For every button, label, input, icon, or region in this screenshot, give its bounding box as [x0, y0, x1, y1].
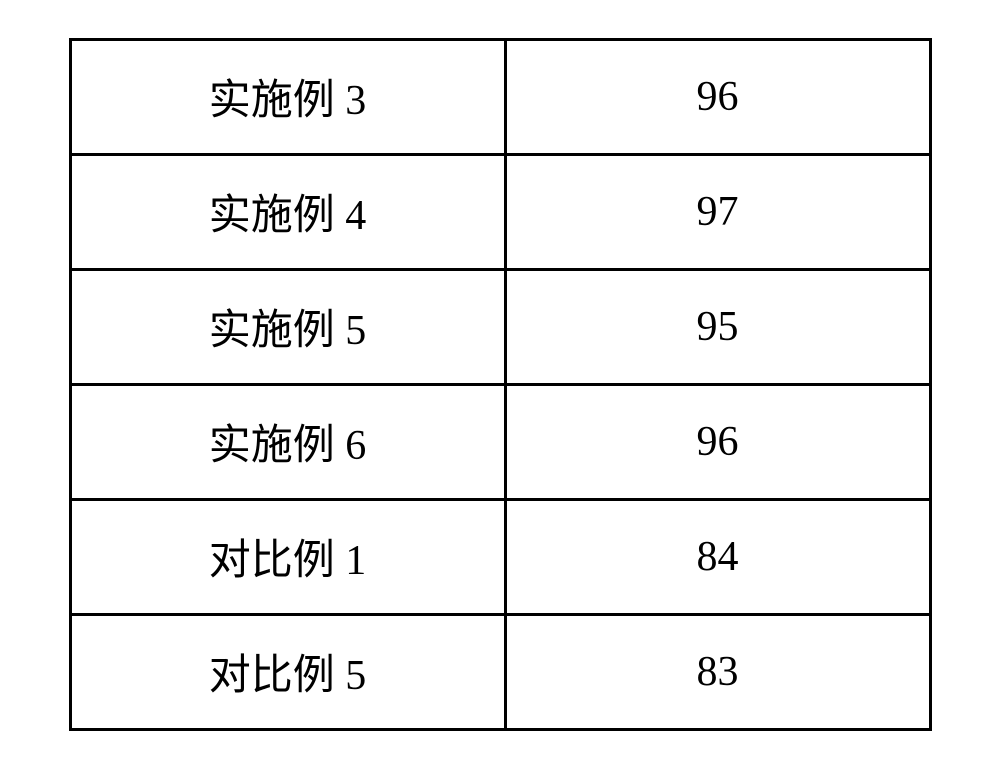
cell-label: 对比例 1	[70, 499, 505, 614]
cell-label: 实施例 6	[70, 384, 505, 499]
table-row: 实施例 4 97	[70, 154, 930, 269]
cell-value: 96	[505, 384, 930, 499]
table-row: 实施例 6 96	[70, 384, 930, 499]
cell-label: 实施例 5	[70, 269, 505, 384]
cell-value: 95	[505, 269, 930, 384]
cell-value: 96	[505, 39, 930, 154]
table-row: 实施例 5 95	[70, 269, 930, 384]
table-container: 实施例 3 96 实施例 4 97 实施例 5 95 实施例 6 96 对比例 …	[0, 0, 1000, 768]
table-row: 实施例 3 96	[70, 39, 930, 154]
cell-label: 实施例 4	[70, 154, 505, 269]
cell-value: 83	[505, 614, 930, 729]
table-row: 对比例 5 83	[70, 614, 930, 729]
cell-value: 97	[505, 154, 930, 269]
cell-label: 实施例 3	[70, 39, 505, 154]
table-row: 对比例 1 84	[70, 499, 930, 614]
cell-value: 84	[505, 499, 930, 614]
cell-label: 对比例 5	[70, 614, 505, 729]
data-table: 实施例 3 96 实施例 4 97 实施例 5 95 实施例 6 96 对比例 …	[69, 38, 932, 731]
